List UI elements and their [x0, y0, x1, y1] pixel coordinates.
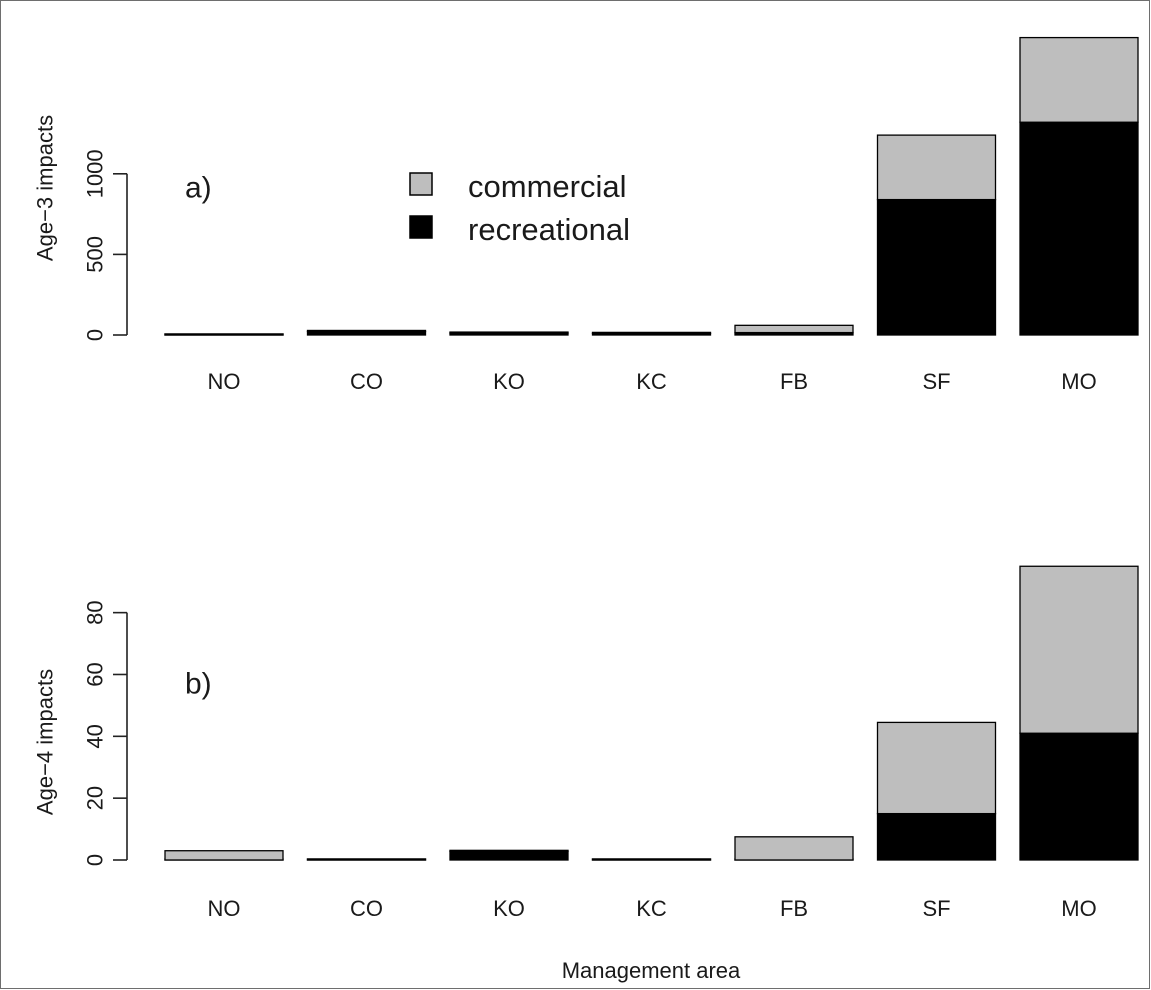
x-tick-label-b-MO: MO [1061, 896, 1096, 921]
x-tick-label-b-NO: NO [208, 896, 241, 921]
x-tick-label-b-FB: FB [780, 896, 808, 921]
x-tick-label-a-CO: CO [350, 369, 383, 394]
x-tick-label-a-KC: KC [636, 369, 667, 394]
bar-b-SF-recreational [876, 812, 997, 861]
y-tick-label-b-40: 40 [83, 724, 108, 748]
legend: commercial recreational [409, 169, 630, 247]
bar-b-KO-recreational [449, 850, 569, 861]
bar-b-FB-commercial [734, 836, 854, 861]
bar-b-MO-recreational [1019, 732, 1139, 861]
bar-b-KC-commercial [591, 858, 712, 861]
x-tick-label-b-SF: SF [922, 896, 950, 921]
legend-swatch-recreational [409, 215, 433, 239]
y-tick-label-a-0: 0 [83, 329, 108, 341]
bar-a-CO-commercial [306, 329, 427, 333]
legend-label-recreational: recreational [468, 212, 630, 247]
x-tick-label-a-SF: SF [922, 369, 950, 394]
x-tick-label-b-KO: KO [493, 896, 525, 921]
bar-b-SF-commercial [876, 721, 997, 815]
bar-a-MO-commercial [1019, 36, 1139, 123]
bar-a-SF-commercial [876, 134, 997, 201]
x-tick-label-a-KO: KO [493, 369, 525, 394]
bar-b-MO-commercial [1019, 565, 1139, 734]
legend-swatch-commercial [409, 172, 433, 196]
bar-a-KC-commercial [591, 331, 712, 335]
panel-label-b: b) [185, 668, 212, 701]
x-axis-label: Management area [562, 958, 741, 983]
y-axis-label-a: Age−3 impacts [33, 115, 58, 261]
x-tick-label-a-MO: MO [1061, 369, 1096, 394]
panel-label-a: a) [185, 172, 212, 205]
bar-b-CO-commercial [306, 858, 427, 861]
bar-a-NO-commercial [164, 333, 284, 336]
y-tick-label-b-0: 0 [83, 854, 108, 866]
y-tick-label-b-60: 60 [83, 662, 108, 686]
x-tick-label-b-CO: CO [350, 896, 383, 921]
x-tick-label-a-FB: FB [780, 369, 808, 394]
bar-b-KO-commercial [449, 849, 569, 852]
bar-a-SF-recreational [876, 198, 997, 336]
y-tick-label-a-1000: 1000 [83, 149, 108, 198]
bar-a-FB-commercial [734, 324, 854, 334]
bar-a-MO-recreational [1019, 121, 1139, 336]
panel-a: 0 500 1000 Age−3 impacts a) NO CO KO KC FB SF MO [33, 36, 1139, 394]
bar-b-NO-commercial [164, 850, 284, 861]
y-tick-label-a-500: 500 [83, 236, 108, 273]
legend-label-commercial: commercial [468, 169, 626, 204]
bar-a-KO-commercial [449, 331, 569, 334]
y-tick-label-b-20: 20 [83, 786, 108, 810]
x-tick-label-b-KC: KC [636, 896, 667, 921]
panel-b: 0 20 40 60 80 Age−4 impacts b) NO CO KO KC FB SF MO [33, 565, 1139, 921]
y-axis-label-b: Age−4 impacts [33, 669, 58, 815]
y-tick-label-b-80: 80 [83, 600, 108, 624]
x-tick-label-a-NO: NO [208, 369, 241, 394]
